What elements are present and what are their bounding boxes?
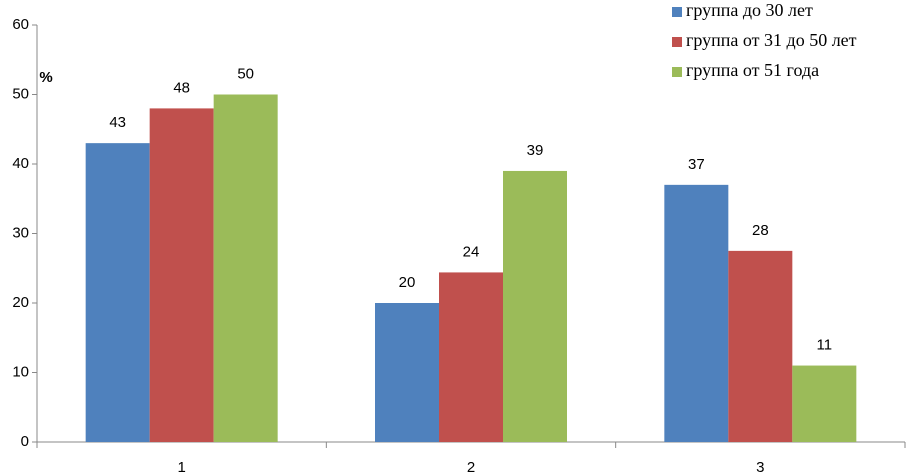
x-tick-label: 1 — [177, 459, 185, 476]
bar — [85, 143, 150, 442]
bar — [149, 108, 214, 443]
value-label: 11 — [817, 337, 833, 354]
y-axis-label: % — [39, 69, 52, 86]
x-tick-label: 2 — [467, 459, 475, 476]
value-label: 20 — [399, 274, 416, 291]
value-label: 48 — [173, 79, 190, 96]
y-tick-label: 10 — [12, 363, 29, 380]
legend-swatch — [672, 37, 682, 47]
bar — [728, 250, 793, 442]
y-tick-label: 60 — [12, 16, 29, 33]
value-label: 43 — [109, 114, 126, 131]
bar — [213, 94, 278, 442]
legend-swatch — [672, 67, 682, 77]
legend-swatch — [672, 7, 682, 17]
y-tick-label: 50 — [12, 85, 29, 102]
bar — [503, 170, 567, 442]
value-label: 50 — [237, 65, 254, 82]
bar — [664, 184, 729, 442]
legend-label: группа от 31 до 50 лет — [686, 30, 857, 50]
value-label: 39 — [527, 142, 544, 159]
y-tick-label: 40 — [12, 155, 29, 172]
bar — [375, 303, 439, 442]
legend-label: группа от 51 года — [686, 60, 819, 80]
y-tick-label: 0 — [21, 433, 29, 450]
value-label: 24 — [463, 243, 480, 260]
x-tick-label: 3 — [756, 459, 764, 476]
value-label: 28 — [752, 222, 769, 239]
bar — [792, 365, 857, 442]
y-tick-label: 20 — [12, 294, 29, 311]
y-tick-label: 30 — [12, 224, 29, 241]
bar — [439, 272, 503, 442]
value-label: 37 — [688, 156, 705, 173]
legend-label: группа до 30 лет — [686, 0, 813, 20]
